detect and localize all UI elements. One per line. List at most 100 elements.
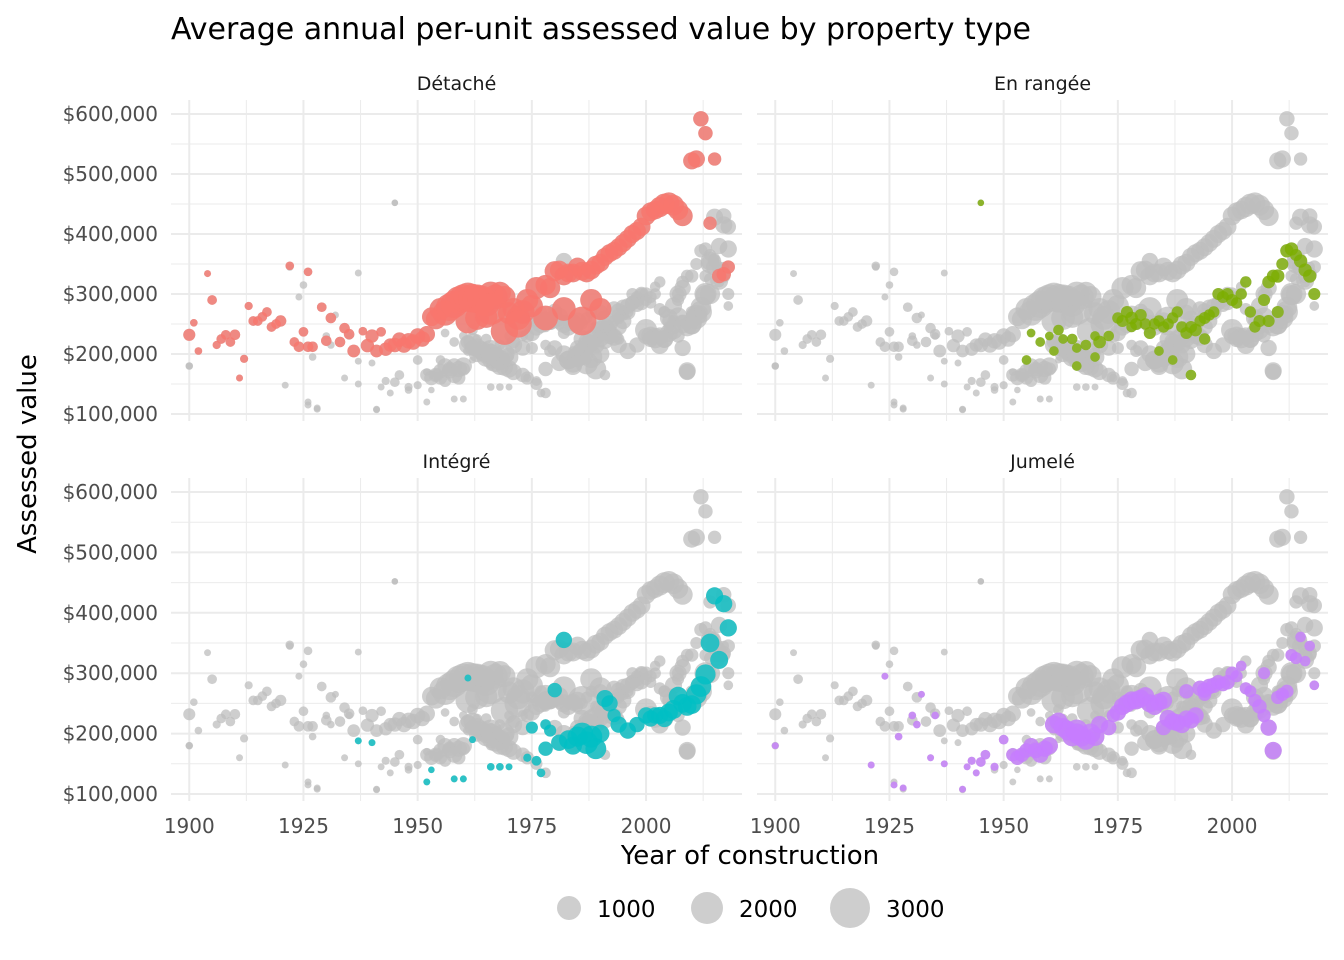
background-point — [496, 383, 504, 391]
background-point — [386, 389, 394, 397]
background-point — [1279, 489, 1295, 505]
background-point — [381, 756, 390, 765]
background-point — [975, 377, 986, 388]
y-tick-label: $500,000 — [63, 540, 158, 564]
data-point — [347, 344, 361, 358]
data-point — [1271, 305, 1284, 319]
background-point — [449, 716, 460, 727]
background-point — [515, 340, 531, 356]
background-point — [585, 358, 607, 380]
background-point — [962, 326, 972, 337]
data-point — [293, 341, 305, 353]
background-point — [1141, 631, 1159, 649]
background-point — [933, 724, 947, 737]
background-point — [830, 681, 839, 690]
background-point — [879, 341, 891, 353]
background-point — [879, 721, 891, 732]
data-point — [672, 205, 693, 227]
background-point — [672, 287, 685, 301]
data-point — [1154, 346, 1164, 356]
background-point — [1045, 775, 1053, 783]
background-point — [183, 708, 196, 721]
data-point — [1276, 257, 1289, 271]
background-point — [1280, 305, 1294, 319]
background-point — [299, 660, 308, 668]
background-point — [944, 706, 954, 715]
background-point — [262, 686, 272, 697]
data-point — [1154, 691, 1173, 709]
background-point — [327, 720, 335, 729]
background-point — [951, 708, 965, 723]
data-point — [959, 785, 967, 793]
data-point — [913, 720, 921, 729]
background-point — [899, 404, 907, 412]
data-point — [1264, 741, 1282, 760]
y-tick-label: $200,000 — [63, 722, 158, 746]
background-point — [954, 359, 962, 367]
data-point — [229, 329, 241, 341]
data-point — [1155, 719, 1172, 736]
background-point — [718, 640, 730, 652]
background-point — [386, 769, 394, 777]
background-point — [1179, 304, 1194, 320]
data-point — [207, 295, 217, 305]
background-point — [1045, 395, 1053, 403]
background-point — [449, 337, 460, 347]
background-point — [848, 307, 858, 317]
background-point — [1273, 528, 1291, 546]
facet-panel: Jumelé 1900 1925 1950 1975 2000 — [750, 451, 1328, 838]
x-tick-label: 1950 — [392, 814, 443, 838]
background-point — [1009, 778, 1017, 786]
background-point — [389, 377, 400, 388]
background-point — [871, 642, 880, 650]
background-point — [1126, 657, 1147, 678]
data-point — [316, 302, 327, 313]
data-point — [1262, 314, 1275, 328]
background-point — [391, 578, 399, 585]
legend-key — [691, 892, 723, 924]
data-point — [1198, 333, 1211, 345]
background-point — [368, 359, 376, 367]
data-point — [1230, 670, 1243, 683]
background-point — [1036, 395, 1044, 403]
x-tick-label: 1900 — [750, 814, 801, 838]
data-point — [1179, 684, 1194, 699]
background-point — [404, 762, 413, 771]
data-point — [533, 305, 559, 331]
y-tick-label: $100,000 — [63, 402, 158, 426]
background-point — [894, 353, 903, 361]
data-point — [1071, 343, 1082, 353]
background-point — [220, 709, 231, 720]
data-point — [1235, 660, 1247, 672]
background-point — [920, 336, 932, 348]
data-point — [504, 310, 532, 338]
data-point — [262, 307, 272, 317]
data-point — [505, 763, 513, 771]
background-point — [1060, 672, 1093, 705]
background-point — [538, 361, 553, 377]
background-point — [826, 734, 835, 743]
data-point — [980, 749, 991, 760]
facet-label: Intégré — [423, 451, 491, 473]
data-point — [719, 619, 737, 637]
data-point — [1143, 326, 1156, 340]
background-point — [967, 376, 976, 386]
data-point — [486, 763, 495, 771]
data-point — [1071, 361, 1082, 371]
y-tick-label: $300,000 — [63, 661, 158, 685]
data-point — [1049, 346, 1059, 356]
background-point — [944, 326, 954, 336]
background-point — [1264, 362, 1282, 380]
data-point — [1280, 684, 1294, 698]
background-point — [1124, 361, 1139, 377]
background-point — [1014, 766, 1021, 774]
background-point — [601, 327, 618, 345]
background-point — [693, 489, 709, 505]
data-point — [585, 738, 607, 760]
background-point — [428, 386, 435, 394]
background-point — [281, 761, 289, 769]
background-point — [1091, 383, 1099, 391]
background-point — [190, 698, 198, 706]
x-tick-label: 1950 — [978, 814, 1029, 838]
